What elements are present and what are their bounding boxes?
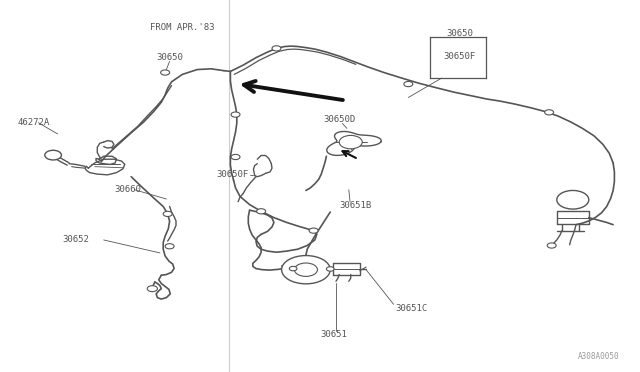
- Circle shape: [545, 110, 554, 115]
- Circle shape: [339, 135, 362, 149]
- Circle shape: [161, 70, 170, 75]
- Text: 30652: 30652: [63, 235, 90, 244]
- Text: 30650: 30650: [446, 29, 473, 38]
- Circle shape: [165, 244, 174, 249]
- Circle shape: [294, 263, 317, 276]
- Circle shape: [231, 112, 240, 117]
- Circle shape: [257, 209, 266, 214]
- Circle shape: [326, 267, 334, 271]
- Text: 30650D: 30650D: [323, 115, 355, 124]
- Text: 30650F: 30650F: [216, 170, 248, 179]
- Circle shape: [163, 211, 172, 217]
- Text: A308A0050: A308A0050: [578, 352, 620, 361]
- Circle shape: [547, 243, 556, 248]
- Text: 30650F: 30650F: [444, 52, 476, 61]
- Circle shape: [404, 81, 413, 87]
- Text: 30650: 30650: [156, 53, 183, 62]
- Circle shape: [147, 286, 157, 292]
- Circle shape: [272, 46, 281, 51]
- Circle shape: [282, 256, 330, 284]
- Circle shape: [45, 150, 61, 160]
- Text: 46272A: 46272A: [18, 118, 50, 127]
- Circle shape: [309, 228, 318, 233]
- Circle shape: [557, 190, 589, 209]
- Text: FROM APR.'83: FROM APR.'83: [150, 23, 214, 32]
- Text: 30651B: 30651B: [339, 201, 371, 210]
- Text: 30651C: 30651C: [396, 304, 428, 312]
- Circle shape: [231, 154, 240, 160]
- Text: 30660: 30660: [114, 185, 141, 194]
- Circle shape: [289, 266, 297, 271]
- Text: 30651: 30651: [321, 330, 348, 339]
